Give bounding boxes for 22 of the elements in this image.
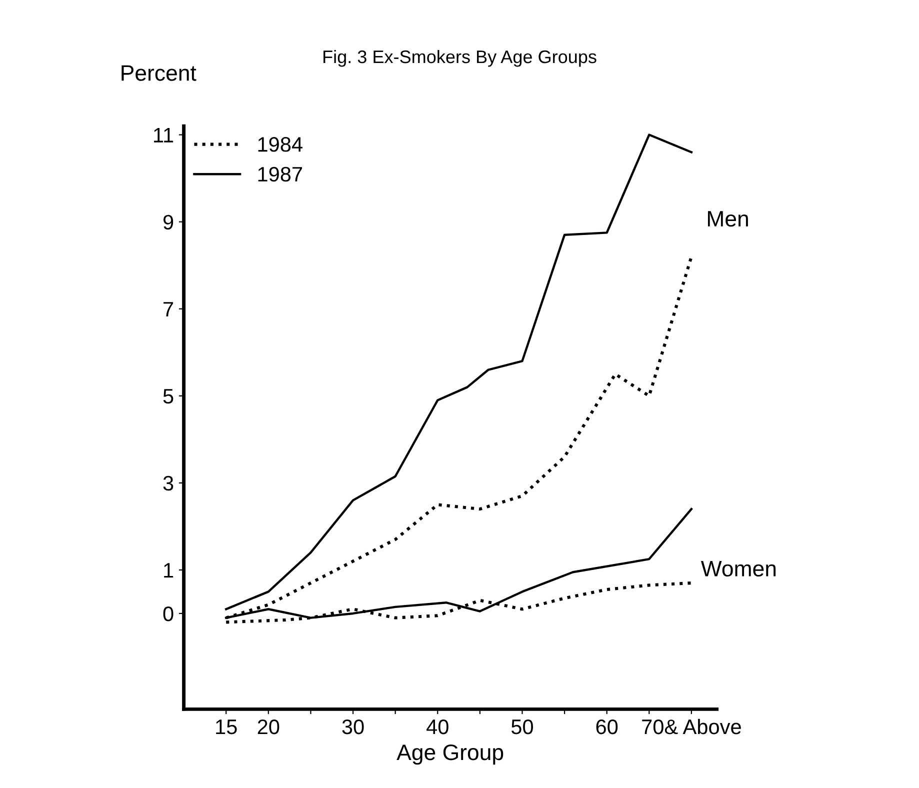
x-tick-label: 20 bbox=[258, 719, 280, 734]
x-tick-label: 15 bbox=[216, 720, 237, 734]
x-tick-label: 50 bbox=[511, 719, 533, 734]
y-tick-label: 3 bbox=[163, 476, 174, 491]
chart-title: Fig. 3 Ex-Smokers By Age Groups bbox=[324, 50, 596, 67]
y-axis-title: Percent bbox=[122, 65, 196, 81]
x-axis-title: Age Group bbox=[396, 744, 504, 765]
x-tick-label: 30 bbox=[342, 719, 364, 734]
x-tick-label: 40 bbox=[426, 719, 448, 734]
y-tick-label: 0 bbox=[163, 606, 174, 622]
legend-label: 1984 bbox=[258, 137, 302, 152]
y-tick-label: 7 bbox=[164, 302, 174, 316]
line-series bbox=[224, 134, 693, 610]
y-tick-label: 5 bbox=[163, 389, 174, 404]
legend-label: 1987 bbox=[258, 166, 302, 182]
annotation: Men bbox=[708, 211, 748, 227]
annotation: Women bbox=[700, 561, 776, 577]
x-tick-label: 70& Above bbox=[642, 718, 741, 734]
y-tick-label: 9 bbox=[163, 214, 174, 230]
y-tick-label: 11 bbox=[154, 128, 174, 142]
x-tick-label: 60 bbox=[596, 719, 618, 734]
y-tick-label: 1 bbox=[164, 563, 174, 578]
